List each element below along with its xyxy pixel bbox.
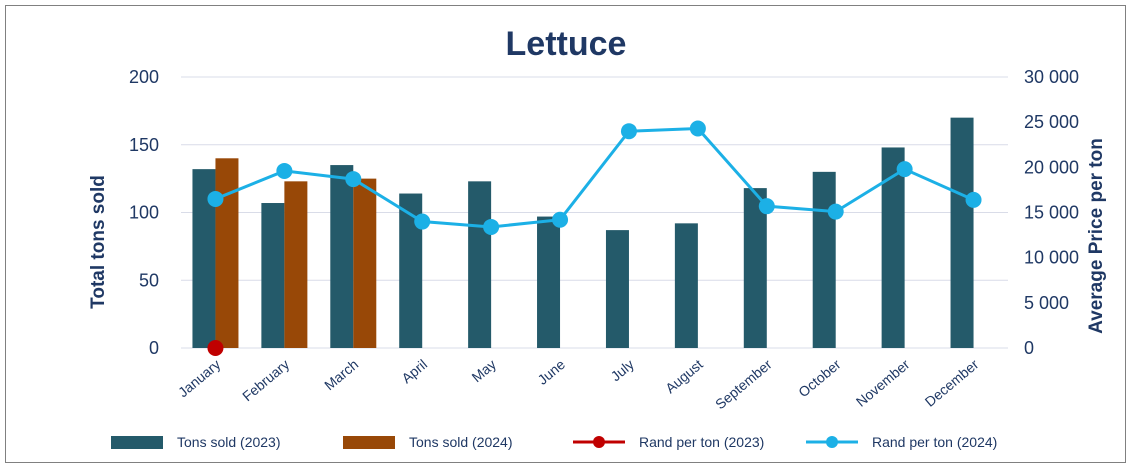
line-point — [552, 211, 569, 228]
legend-label: Tons sold (2024) — [409, 434, 513, 450]
legend-marker — [826, 436, 838, 448]
bar — [537, 216, 561, 348]
bar — [399, 193, 423, 348]
line-point — [758, 198, 775, 215]
legend-label: Tons sold (2023) — [177, 434, 281, 450]
legend-marker — [593, 436, 605, 448]
x-tick-label: September — [712, 356, 775, 412]
x-tick-label: August — [662, 356, 706, 396]
y-tick-label: 150 — [129, 135, 159, 155]
y2-tick-label: 0 — [1024, 338, 1034, 358]
line-point — [620, 123, 637, 140]
y2-tick-label: 10 000 — [1024, 248, 1079, 268]
bar — [353, 178, 377, 348]
bar — [950, 117, 974, 349]
bar — [192, 169, 216, 348]
bar — [674, 223, 698, 348]
x-tick-label: March — [321, 356, 361, 393]
line-point — [483, 218, 500, 235]
x-tick-label: June — [534, 356, 568, 388]
bar — [743, 188, 767, 348]
legend-swatch — [343, 436, 395, 449]
chart-frame: Lettuce 0 50 100 150 200 0 5 000 10 000 15 000 2… — [5, 5, 1126, 463]
x-tick-label: July — [608, 356, 637, 384]
y2-axis-title: Average Price per ton — [1086, 138, 1107, 334]
bar — [605, 230, 629, 348]
y-tick-label: 0 — [149, 338, 159, 358]
bar — [468, 181, 492, 348]
line-point — [414, 213, 431, 230]
bar — [881, 147, 905, 348]
bar — [284, 181, 308, 348]
x-tick-label: October — [795, 356, 844, 400]
chart-title: Lettuce — [506, 25, 627, 63]
x-tick-label: November — [853, 356, 913, 410]
line-point — [965, 191, 982, 208]
line-point — [207, 190, 224, 207]
y-tick-label: 50 — [139, 270, 159, 290]
y-axis-title: Total tons sold — [88, 175, 109, 309]
bar — [261, 203, 285, 348]
x-tick-label: January — [175, 356, 223, 400]
legend-swatch — [111, 436, 163, 449]
y2-tick-label: 30 000 — [1024, 67, 1079, 87]
y2-tick-label: 25 000 — [1024, 112, 1079, 132]
y2-tick-label: 20 000 — [1024, 157, 1079, 177]
y2-tick-label: 5 000 — [1024, 293, 1069, 313]
x-tick-label: February — [239, 356, 292, 404]
line-point — [207, 340, 224, 356]
x-tick-label: May — [469, 356, 500, 385]
line-point — [276, 162, 293, 179]
bar — [215, 158, 239, 348]
legend-label: Rand per ton (2024) — [872, 434, 997, 450]
bar — [330, 165, 354, 348]
line-point — [345, 171, 362, 188]
y2-tick-label: 15 000 — [1024, 203, 1079, 223]
legend: Tons sold (2023) Tons sold (2024) Rand per… — [111, 434, 997, 450]
y-tick-label: 100 — [129, 203, 159, 223]
x-tick-label: December — [922, 356, 982, 410]
bar — [812, 171, 836, 348]
line-point — [689, 120, 706, 137]
legend-label: Rand per ton (2023) — [639, 434, 764, 450]
line-point — [896, 161, 913, 178]
x-tick-label: April — [398, 356, 430, 386]
lettuce-chart: Lettuce 0 50 100 150 200 0 5 000 10 000 15 000 2… — [88, 25, 1107, 450]
y-tick-label: 200 — [129, 67, 159, 87]
series-line — [214, 126, 975, 229]
line-point — [827, 203, 844, 220]
